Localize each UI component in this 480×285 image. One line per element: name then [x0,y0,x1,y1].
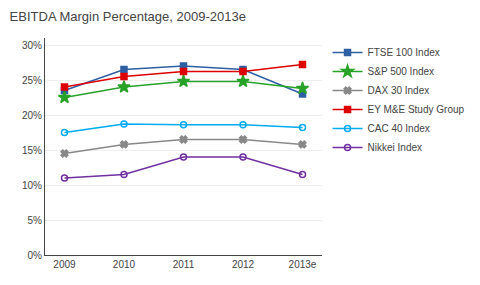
svg-text:DAX 30 Index: DAX 30 Index [368,85,430,96]
svg-text:S&P 500 Index: S&P 500 Index [368,66,435,77]
svg-text:2011: 2011 [173,259,195,270]
svg-text:5%: 5% [28,215,43,226]
svg-text:2010: 2010 [113,259,136,270]
svg-text:2013e: 2013e [289,259,317,270]
svg-text:Nikkei Index: Nikkei Index [368,142,422,153]
svg-text:FTSE 100 Index: FTSE 100 Index [368,47,440,58]
svg-text:30%: 30% [22,40,42,51]
svg-text:20%: 20% [22,110,42,121]
svg-text:CAC 40 Index: CAC 40 Index [368,123,430,134]
svg-text:15%: 15% [22,145,42,156]
svg-text:2009: 2009 [53,259,76,270]
svg-text:EBITDA Margin Percentage, 2009: EBITDA Margin Percentage, 2009-2013e [10,9,246,24]
svg-text:EY M&E Study Group: EY M&E Study Group [368,104,465,115]
svg-text:10%: 10% [22,180,42,191]
svg-text:2012: 2012 [232,259,255,270]
svg-text:25%: 25% [22,75,42,86]
svg-text:0%: 0% [28,250,43,261]
